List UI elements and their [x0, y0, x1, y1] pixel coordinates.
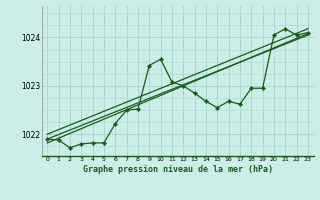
X-axis label: Graphe pression niveau de la mer (hPa): Graphe pression niveau de la mer (hPa)	[83, 165, 273, 174]
